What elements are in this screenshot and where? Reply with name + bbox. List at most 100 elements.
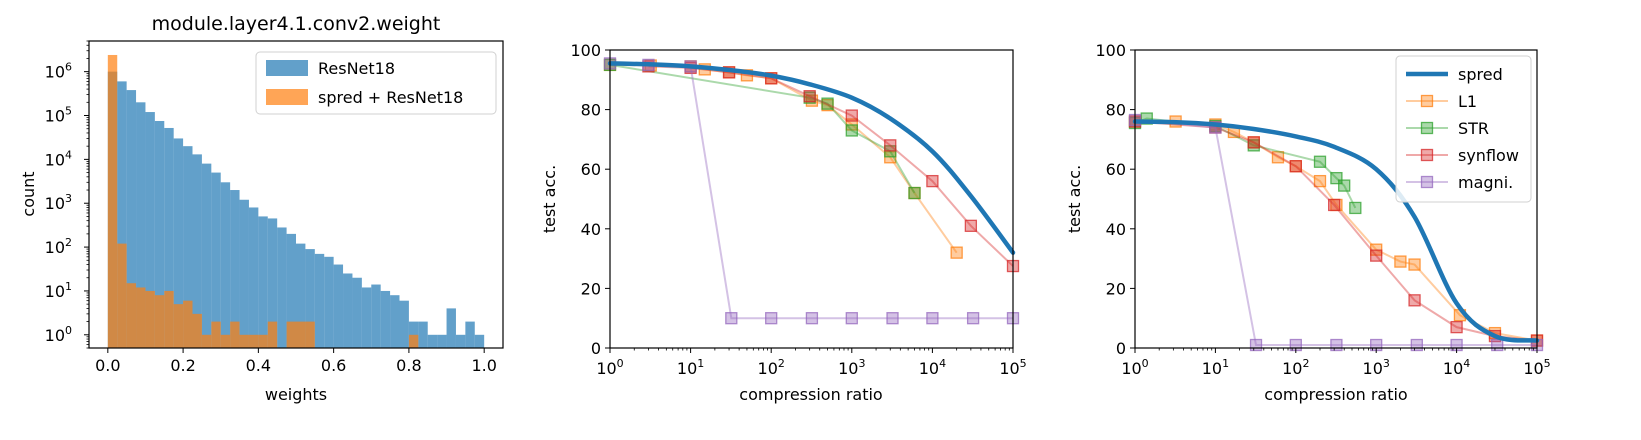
bar-resnet18-22 (314, 253, 325, 348)
x-tick-label: 102 (1282, 357, 1309, 378)
x-tick-label: 105 (999, 357, 1026, 378)
bar-spred-resnet18-1 (117, 243, 127, 348)
marker-str-4 (1313, 155, 1327, 168)
histogram-y-tick-label: 102 (45, 236, 72, 257)
middle-x-axis-label: compression ratio (739, 385, 882, 404)
bar-spred-resnet18-6 (164, 290, 174, 348)
y-tick-label: 80 (1106, 101, 1126, 120)
histogram-x-axis-label: weights (265, 385, 327, 404)
bar-resnet18-19 (286, 233, 296, 348)
bar-spred-resnet18-32 (408, 334, 419, 348)
bar-resnet18-8 (183, 146, 193, 348)
marker-str-5 (1330, 171, 1343, 185)
marker-magni-3 (725, 312, 738, 325)
right-plot-ticks: 100 101 102 103 104 105 0 20 40 60 80 100 (1095, 41, 1550, 378)
marker-l1-5 (1271, 151, 1285, 164)
bar-resnet18-32 (408, 321, 419, 348)
marker-synflow-5 (1370, 249, 1383, 262)
bar-resnet18-7 (173, 138, 184, 348)
marker-synflow-2 (1247, 136, 1260, 149)
bar-resnet18-35 (437, 334, 447, 348)
bar-resnet18-5 (154, 120, 165, 348)
middle-plot-series (603, 57, 1020, 325)
x-tick-label: 101 (677, 357, 704, 378)
x-tick-label: 104 (919, 357, 946, 378)
bar-resnet18-10 (201, 163, 212, 348)
bar-resnet18-29 (380, 290, 391, 348)
marker-str-2 (821, 97, 834, 110)
bar-spred-resnet18-8 (183, 300, 193, 348)
legend-marker-magni (1420, 175, 1434, 189)
legend-label-spred: spred (1458, 65, 1503, 84)
bar-resnet18-28 (371, 284, 381, 348)
line-spred (1132, 119, 1540, 343)
bar-resnet18-16 (258, 216, 268, 348)
right-plot-legend: spred L1 STR synflow magni. (1395, 55, 1532, 203)
x-tick-label: 101 (1202, 357, 1229, 378)
line-synflow (648, 65, 1014, 267)
histogram-panel: 0.0 0.2 0.4 0.6 0.8 1.0100101102103104105106 … (19, 13, 504, 404)
legend-label-synflow: synflow (1458, 146, 1519, 165)
x-tick-label: 100 (596, 357, 623, 378)
y-tick-label: 0 (1116, 339, 1126, 358)
legend-marker-str (1420, 121, 1434, 135)
bar-spred-resnet18-10 (201, 334, 212, 348)
bar-spred-resnet18-13 (230, 321, 240, 348)
bar-resnet18-6 (164, 127, 174, 348)
marker-l1-11 (1408, 258, 1421, 271)
legend-marker-synflow (1420, 148, 1434, 162)
marker-synflow-7 (926, 174, 939, 188)
bar-resnet18-21 (305, 249, 315, 348)
histogram-y-tick-label: 104 (45, 148, 72, 169)
bar-resnet18-17 (267, 218, 278, 348)
bar-spred-resnet18-5 (154, 295, 165, 348)
x-tick-label: 102 (758, 357, 785, 378)
bar-resnet18-15 (248, 207, 259, 348)
marker-magni-9 (966, 312, 980, 325)
right-legend-frame (1395, 55, 1532, 203)
marker-synflow-6 (1408, 294, 1421, 307)
bar-spred-resnet18-7 (173, 304, 184, 348)
y-tick-label: 60 (1106, 160, 1126, 179)
legend-swatch-resnet18 (266, 60, 308, 76)
histogram-x-tick-label: 0.8 (396, 356, 421, 375)
legend-label-magni: magni. (1458, 173, 1513, 192)
histogram-y-tick-label: 100 (45, 324, 72, 345)
right-plot-frame (1134, 49, 1538, 349)
marker-str-7 (1349, 201, 1362, 215)
middle-plot-ticks: 100 101 102 103 104 105 0 20 40 60 80 100 (570, 41, 1026, 378)
legend-swatch-spred-resnet18 (266, 89, 308, 105)
x-tick-label: 100 (1121, 357, 1148, 378)
marker-synflow-4 (1328, 198, 1341, 212)
histogram-x-tick-label: 0.4 (246, 356, 271, 375)
y-tick-label: 40 (1106, 220, 1126, 239)
right-plot-series (1128, 112, 1544, 352)
series-spred (607, 61, 1016, 255)
accuracy-panel-middle: 100 101 102 103 104 105 0 20 40 60 80 100 compressi… (540, 41, 1027, 404)
bar-resnet18-3 (136, 102, 146, 348)
histogram-y-tick-label: 105 (45, 105, 72, 126)
marker-str-1 (1140, 112, 1153, 125)
histogram-y-tick-label: 106 (45, 61, 72, 82)
bar-spred-resnet18-4 (145, 290, 155, 348)
legend-label-spred-resnet18: spred + ResNet18 (318, 88, 463, 107)
bar-resnet18-34 (427, 334, 438, 348)
bar-resnet18-25 (343, 273, 353, 348)
marker-synflow-3 (1289, 160, 1302, 173)
y-tick-label: 60 (581, 160, 601, 179)
histogram-legend-frame (255, 51, 497, 115)
bar-spred-resnet18-15 (248, 334, 259, 348)
bar-resnet18-9 (192, 154, 202, 348)
marker-str-6 (1338, 179, 1351, 192)
middle-y-axis-label: test acc. (540, 165, 559, 233)
bar-resnet18-36 (446, 308, 456, 348)
marker-str-3 (845, 124, 858, 137)
series-l1 (603, 58, 963, 259)
bar-resnet18-4 (145, 112, 155, 348)
bar-spred-resnet18-19 (286, 321, 296, 348)
bar-resnet18-14 (239, 199, 249, 348)
marker-magni-7 (886, 312, 899, 325)
histogram-y-tick-label: 101 (45, 280, 72, 301)
marker-l1-7 (805, 94, 819, 107)
